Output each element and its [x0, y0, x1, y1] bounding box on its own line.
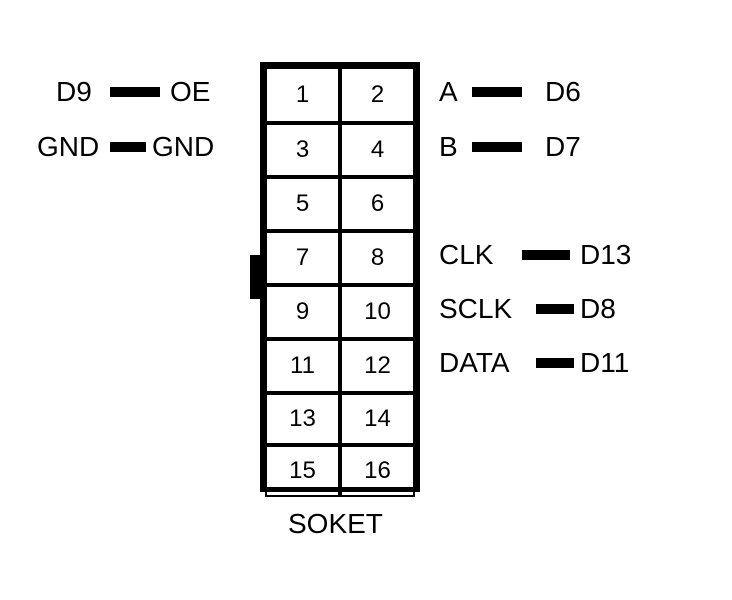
pin-name-label: GND	[152, 131, 214, 163]
pin-number: 10	[364, 298, 391, 326]
connector-dash	[110, 87, 160, 97]
socket-notch	[250, 255, 264, 299]
pin-number: 16	[364, 457, 391, 485]
pin-number: 1	[296, 81, 309, 109]
connector-dash	[472, 142, 522, 152]
pin-number: 13	[289, 405, 316, 433]
pin-cell: 1	[265, 67, 340, 123]
signal-label: D11	[580, 347, 629, 379]
pin-cell: 4	[340, 123, 415, 177]
pin-cell: 2	[340, 67, 415, 123]
pin-number: 7	[296, 244, 309, 272]
pin-number: 9	[296, 298, 309, 326]
pin-cell: 13	[265, 393, 340, 445]
socket-title: SOKET	[288, 508, 383, 540]
pin-name-label: B	[439, 131, 458, 163]
connector-dash	[472, 87, 522, 97]
pin-cell: 3	[265, 123, 340, 177]
signal-label: GND	[37, 131, 99, 163]
pin-cell: 7	[265, 231, 340, 285]
pin-cell: 14	[340, 393, 415, 445]
signal-label: D6	[545, 76, 581, 108]
pin-name-label: OE	[170, 76, 210, 108]
pin-number: 14	[364, 405, 391, 433]
connector-dash	[536, 304, 574, 314]
pin-name-label: SCLK	[439, 293, 512, 325]
pin-number: 4	[371, 136, 384, 164]
pin-cell: 16	[340, 445, 415, 497]
pin-number: 15	[289, 457, 316, 485]
pin-number: 11	[290, 352, 315, 380]
pin-cell: 11	[265, 339, 340, 393]
connector-dash	[536, 358, 574, 368]
pin-cell: 10	[340, 285, 415, 339]
signal-label: D8	[580, 293, 616, 325]
pin-name-label: DATA	[439, 347, 510, 379]
connector-dash	[110, 142, 146, 152]
pin-number: 2	[371, 81, 384, 109]
pin-number: 8	[371, 244, 384, 272]
pin-cell: 15	[265, 445, 340, 497]
pin-cell: 5	[265, 177, 340, 231]
connector-dash	[522, 250, 570, 260]
pin-number: 3	[296, 136, 309, 164]
signal-label: D13	[580, 239, 631, 271]
pin-cell: 9	[265, 285, 340, 339]
signal-label: D9	[56, 76, 92, 108]
pin-number: 5	[296, 190, 309, 218]
pin-name-label: CLK	[439, 239, 493, 271]
pin-number: 12	[364, 352, 391, 380]
pin-number: 6	[371, 190, 384, 218]
pin-cell: 6	[340, 177, 415, 231]
pin-cell: 8	[340, 231, 415, 285]
pin-cell: 12	[340, 339, 415, 393]
pinout-diagram: { "diagram": { "type": "pinout", "title"…	[0, 0, 732, 600]
signal-label: D7	[545, 131, 581, 163]
pin-name-label: A	[439, 76, 458, 108]
